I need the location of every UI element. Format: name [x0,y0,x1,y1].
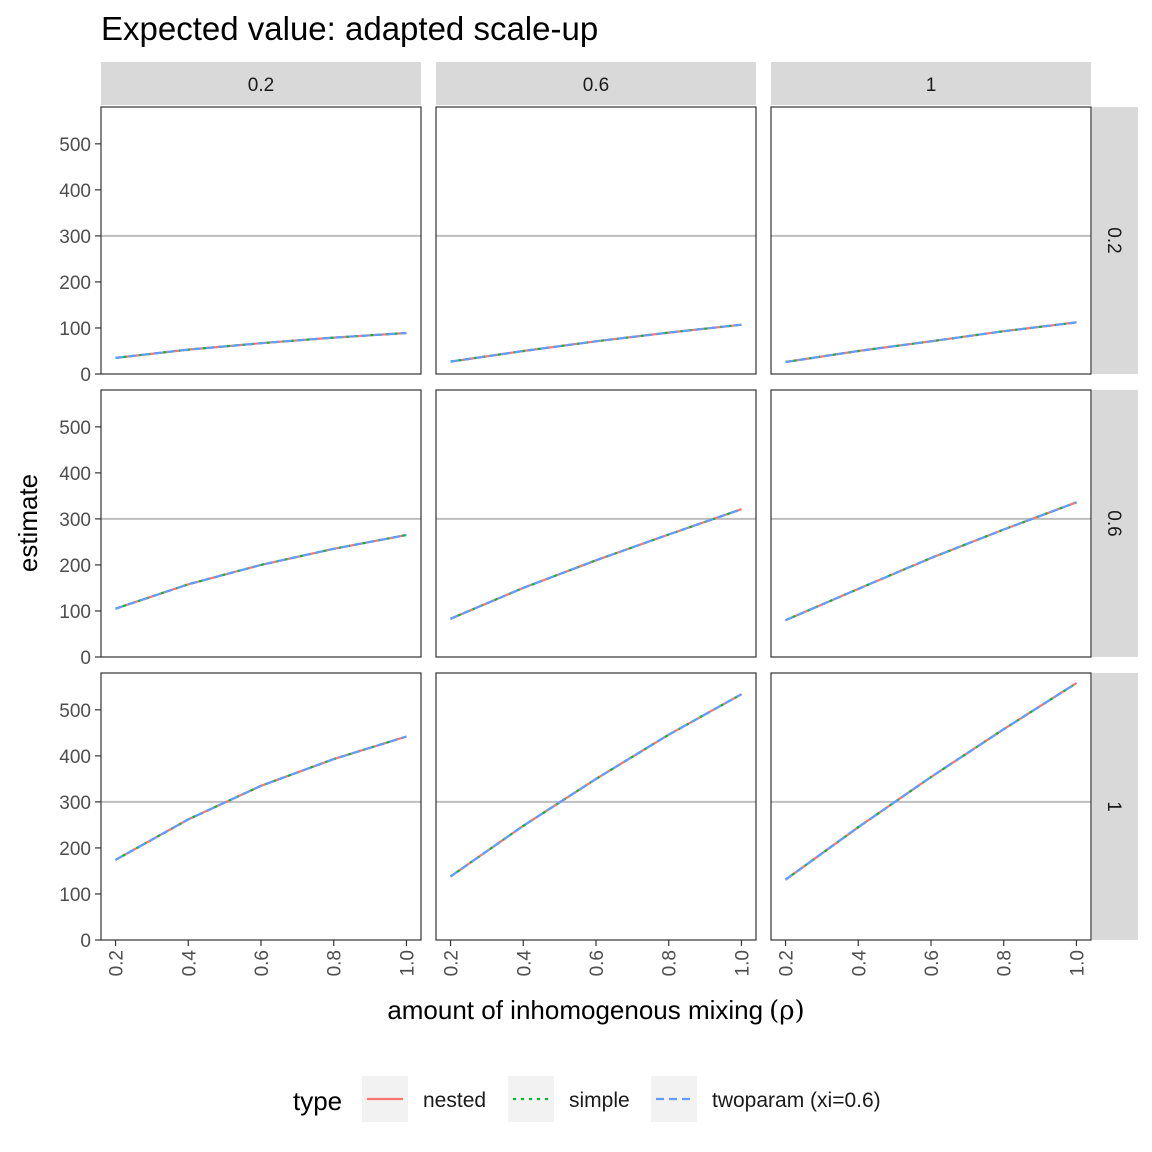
legend-label: simple [569,1089,630,1112]
column-strip-label: 1 [926,75,937,96]
series-line [115,533,407,610]
series-line [449,693,743,878]
x-tick-label: 1.0 [732,950,753,976]
x-tick-label: 0.8 [325,950,346,976]
y-tick-label: 0 [80,365,91,386]
facet-panel: 0 100 200 300 400 500 [59,389,422,669]
panel-border [770,106,1092,375]
series-line [785,321,1077,364]
x-tick-label: 1.0 [1067,950,1088,976]
column-strip [771,62,1091,105]
series-line [785,501,1077,622]
legend: type nested simple twoparam (xi=0.6) [293,1076,881,1122]
y-tick-label: 400 [59,747,91,768]
legend-label: twoparam (xi=0.6) [712,1089,881,1112]
x-tick-label: 0.6 [922,950,943,976]
series-line [784,682,1078,881]
panel-background [436,107,756,374]
facet-panel: 0.2 0.4 0.6 0.8 1.0 [770,672,1092,977]
row-strip-label: 0.6 [1103,510,1124,536]
y-tick-label: 200 [59,273,91,294]
y-tick-label: 100 [59,319,91,340]
y-tick-label: 100 [59,885,91,906]
column-strip [101,62,421,105]
panel-background [101,673,421,940]
facet-panel: 0 100 200 300 400 500 [59,106,422,386]
x-tick-label: 0.8 [995,950,1016,976]
y-tick-label: 200 [59,556,91,577]
legend-label: nested [423,1089,486,1112]
y-tick-label: 200 [59,839,91,860]
series-line [115,533,407,610]
panel-background [436,390,756,657]
series-line [114,735,407,861]
x-tick-label: 0.4 [514,950,535,977]
x-tick-label: 0.2 [777,950,798,976]
facet-panels: 0.2 0.6 1 0.2 0.6 1 0 100 200 300 400 500 0 100 200 300… [59,62,1138,976]
panel-border [100,389,422,658]
facet-panel: 0.2 0.4 0.6 0.8 1.0 [435,672,757,977]
y-tick-label: 400 [59,181,91,202]
panel-background [101,390,421,657]
panel-border [770,389,1092,658]
y-tick-label: 0 [80,648,91,669]
x-axis-title: amount of inhomogenous mixing (ρ) [387,995,804,1026]
panel-background [101,107,421,374]
y-tick-label: 300 [59,227,91,248]
y-tick-label: 400 [59,464,91,485]
x-tick-label: 0.2 [442,950,463,976]
x-tick-label: 0.6 [587,950,608,976]
panel-border [435,106,757,375]
chart-title: Expected value: adapted scale-up [101,10,598,47]
x-tick-label: 0.2 [107,950,128,976]
y-tick-label: 300 [59,510,91,531]
panel-background [436,673,756,940]
column-strip-label: 0.6 [583,75,609,96]
y-axis-title: estimate [13,474,43,572]
column-strip-label: 0.2 [248,75,274,96]
facet-panel [770,106,1092,375]
y-tick-label: 500 [59,418,91,439]
row-strip-label: 1 [1103,801,1124,812]
legend-title: type [293,1086,342,1116]
row-strip [1092,390,1138,657]
facet-panel [435,389,757,658]
y-tick-label: 0 [80,931,91,952]
x-axis-title-symbol: (ρ) [769,996,805,1026]
series-line [450,323,742,363]
row-strip [1092,107,1138,374]
panel-border [100,106,422,375]
y-tick-label: 300 [59,793,91,814]
panel-background [771,390,1091,657]
x-tick-label: 1.0 [397,950,418,976]
column-strip [436,62,756,105]
facet-panel: 0 100 200 300 400 500 0.2 0.4 0.6 0.8 1.0 [59,672,422,977]
panel-border [435,389,757,658]
series-line [784,682,1078,881]
facet-panel [435,106,757,375]
x-tick-label: 0.4 [849,950,870,977]
x-axis-title-text: amount of inhomogenous mixing [387,995,763,1025]
y-tick-label: 500 [59,135,91,156]
panel-background [771,107,1091,374]
series-line [450,508,742,620]
x-tick-label: 0.8 [660,950,681,976]
x-tick-label: 0.4 [179,950,200,977]
row-strip-label: 0.2 [1103,227,1124,253]
panel-background [771,673,1091,940]
y-tick-label: 500 [59,701,91,722]
x-tick-label: 0.6 [252,950,273,976]
facet-panel [770,389,1092,658]
series-line [115,331,407,359]
y-tick-label: 100 [59,602,91,623]
row-strip [1092,673,1138,940]
